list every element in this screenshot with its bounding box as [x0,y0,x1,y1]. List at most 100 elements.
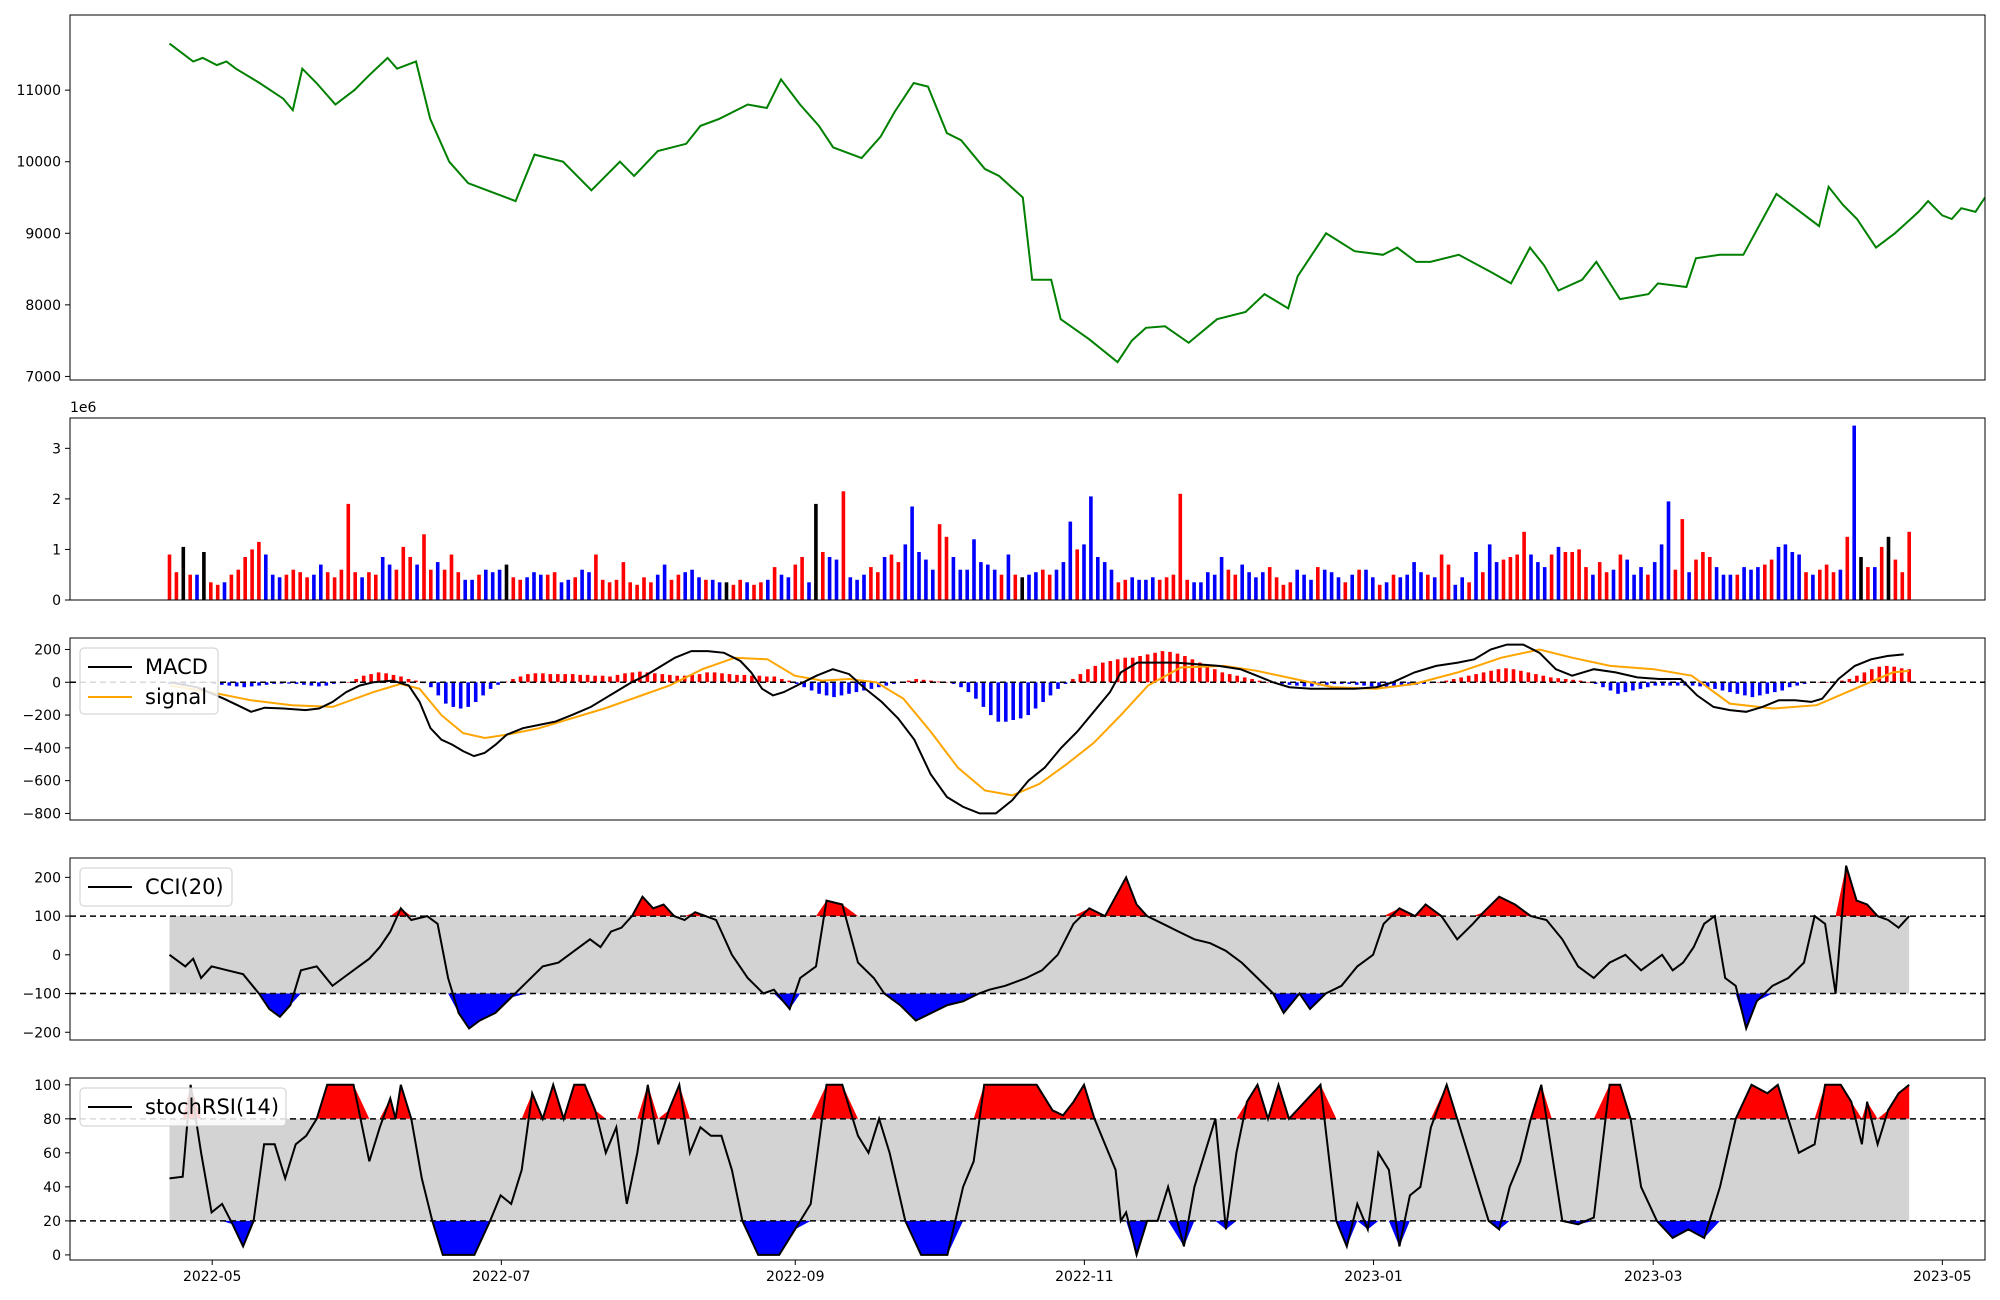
macd-histogram-bar [1526,672,1531,683]
macd-histogram-bar [638,671,642,683]
volume-bar [876,572,880,600]
volume-bar [710,579,715,600]
macd-ytick-label: −600 [23,774,61,790]
macd-histogram-bar [346,682,351,683]
volume-bar [1309,579,1313,600]
volume-frame [69,417,1986,601]
volume-bar [724,582,729,600]
macd-histogram-bar [1586,682,1590,683]
volume-bar [1219,557,1224,600]
volume-bar [1116,582,1121,600]
volume-bar [621,562,626,600]
volume-bar [937,524,942,600]
volume-ytick-label: 1 [52,542,61,558]
macd-ytick-label: 200 [34,642,61,658]
volume-bar [1054,569,1059,600]
volume-bar [1439,554,1444,600]
macd-histogram-bar [742,674,747,683]
volume-bar [814,503,818,600]
volume-bar [559,582,564,600]
volume-bar [766,579,770,600]
volume-bar [401,546,406,600]
volume-bar [1006,554,1011,600]
macd-histogram-bar [1011,682,1015,720]
volume-bar [903,544,908,600]
stochrsi-frame [69,1077,1986,1261]
macd-histogram-bar [1840,680,1844,683]
volume-bar [470,579,474,600]
volume-bar [1247,572,1251,600]
price-ytick-label: 10000 [16,155,61,171]
macd-histogram-bar [1086,669,1090,683]
macd-histogram-bar [444,682,448,704]
volume-bar [1501,559,1506,600]
volume-bar [1302,574,1306,600]
volume-bar [1680,519,1685,600]
macd-histogram-bar [802,682,806,688]
cci-ytick-label: 0 [52,948,61,964]
macd-ytick-label: −200 [23,708,61,724]
macd-histogram-bar [839,682,844,696]
volume-bar [1061,562,1066,600]
volume-bar [580,569,584,600]
macd-histogram-bar [996,682,1001,722]
volume-bar [882,557,887,600]
volume-bar [1274,577,1279,601]
macd-histogram-bar [1175,653,1180,683]
macd-histogram-bar [884,682,889,686]
volume-bar [944,536,949,600]
macd-histogram-bar [1892,666,1896,683]
macd-histogram-bar [473,682,478,702]
volume-bar [243,557,247,600]
volume-bar [1130,577,1134,601]
macd-histogram-bar [488,682,493,689]
macd-histogram-bar [1093,665,1098,683]
macd-histogram-bar [570,674,575,683]
volume-bar [1742,567,1746,600]
volume-bar [855,579,859,600]
macd-histogram-bar [466,682,470,707]
volume-bar [1391,574,1396,600]
volume-bar [1529,554,1533,600]
macd-histogram-bar [615,674,620,683]
volume-bar [738,579,742,600]
macd-histogram-bar [936,681,941,683]
macd-histogram-bar [272,682,276,684]
volume-bar [291,569,296,600]
macd-ytick-label: −800 [23,806,61,822]
macd-histogram-bar [1563,679,1568,683]
stochrsi-ytick-label: 80 [43,1112,61,1128]
volume-bar [429,569,433,600]
volume-bar [1192,582,1196,600]
macd-histogram-bar [1220,672,1225,683]
macd-histogram-bar [1541,675,1546,683]
volume-bar [1020,577,1024,601]
macd-histogram-bar [1265,682,1269,683]
macd-histogram-bar [1534,674,1538,683]
macd-histogram-bar [1802,682,1807,684]
macd-histogram-bar [1601,682,1605,688]
macd-histogram-bar [1115,659,1120,683]
volume-bar [917,552,921,600]
volume-bar [1357,569,1361,600]
macd-legend: MACD signal [79,647,219,715]
volume-bar [1041,569,1045,600]
macd-histogram-bar [1773,682,1777,693]
macd-histogram-bar [1198,662,1202,683]
volume-bar [408,557,412,600]
macd-histogram-bar [220,682,224,685]
volume-bar [1487,544,1492,600]
volume-bar [1261,572,1265,600]
volume-bar [662,564,667,600]
volume-bar [669,579,674,600]
volume-bar [202,552,206,600]
macd-histogram-bar [257,682,261,686]
volume-bar [532,572,536,600]
volume-bar [986,564,990,600]
volume-bar [1824,564,1829,600]
volume-bar [181,546,186,600]
macd-histogram-bar [1437,682,1441,683]
volume-bar [965,569,969,600]
macd-panel: 200 0 −200 −400 −600 −800 MACD signal [23,637,1986,822]
